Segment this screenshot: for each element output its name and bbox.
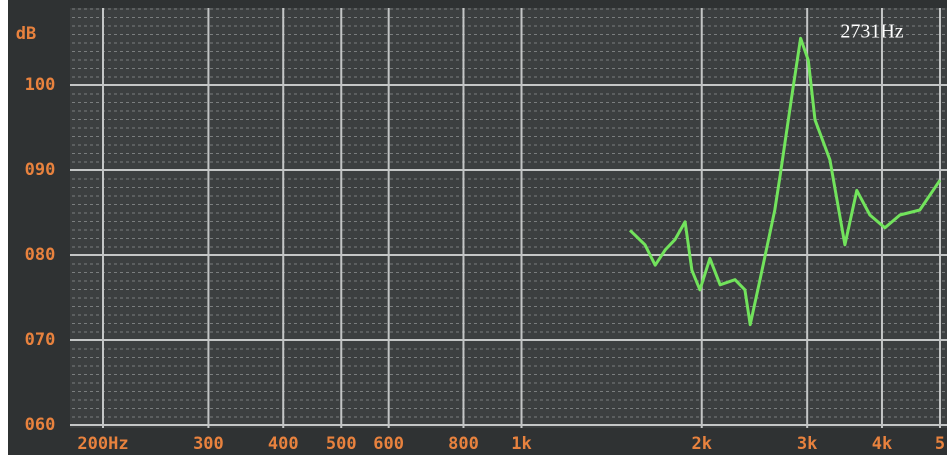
- x-tick-label: 400: [268, 434, 299, 454]
- y-tick-label: 060: [25, 415, 56, 435]
- x-tick-label: 1k: [511, 434, 531, 454]
- x-tick-label: 5: [935, 434, 945, 454]
- x-tick-label: 600: [373, 434, 404, 454]
- x-tick-label: 2k: [691, 434, 711, 454]
- annotation: 2731Hz: [840, 21, 903, 43]
- x-tick-label: 500: [326, 434, 357, 454]
- x-tick-label: 800: [448, 434, 479, 454]
- x-tick-label: 4k: [872, 434, 892, 454]
- y-axis-label: dB: [16, 24, 36, 44]
- y-tick-label: 080: [25, 245, 56, 265]
- x-tick-label: 300: [193, 434, 224, 454]
- minor-grid: [70, 8, 947, 428]
- x-tick-label: 200Hz: [77, 434, 128, 454]
- y-tick-label: 090: [25, 160, 56, 180]
- response-line: [628, 36, 942, 327]
- x-tick-label: 3k: [797, 434, 817, 454]
- y-tick-label: 070: [25, 330, 56, 350]
- y-tick-label: 100: [25, 75, 56, 95]
